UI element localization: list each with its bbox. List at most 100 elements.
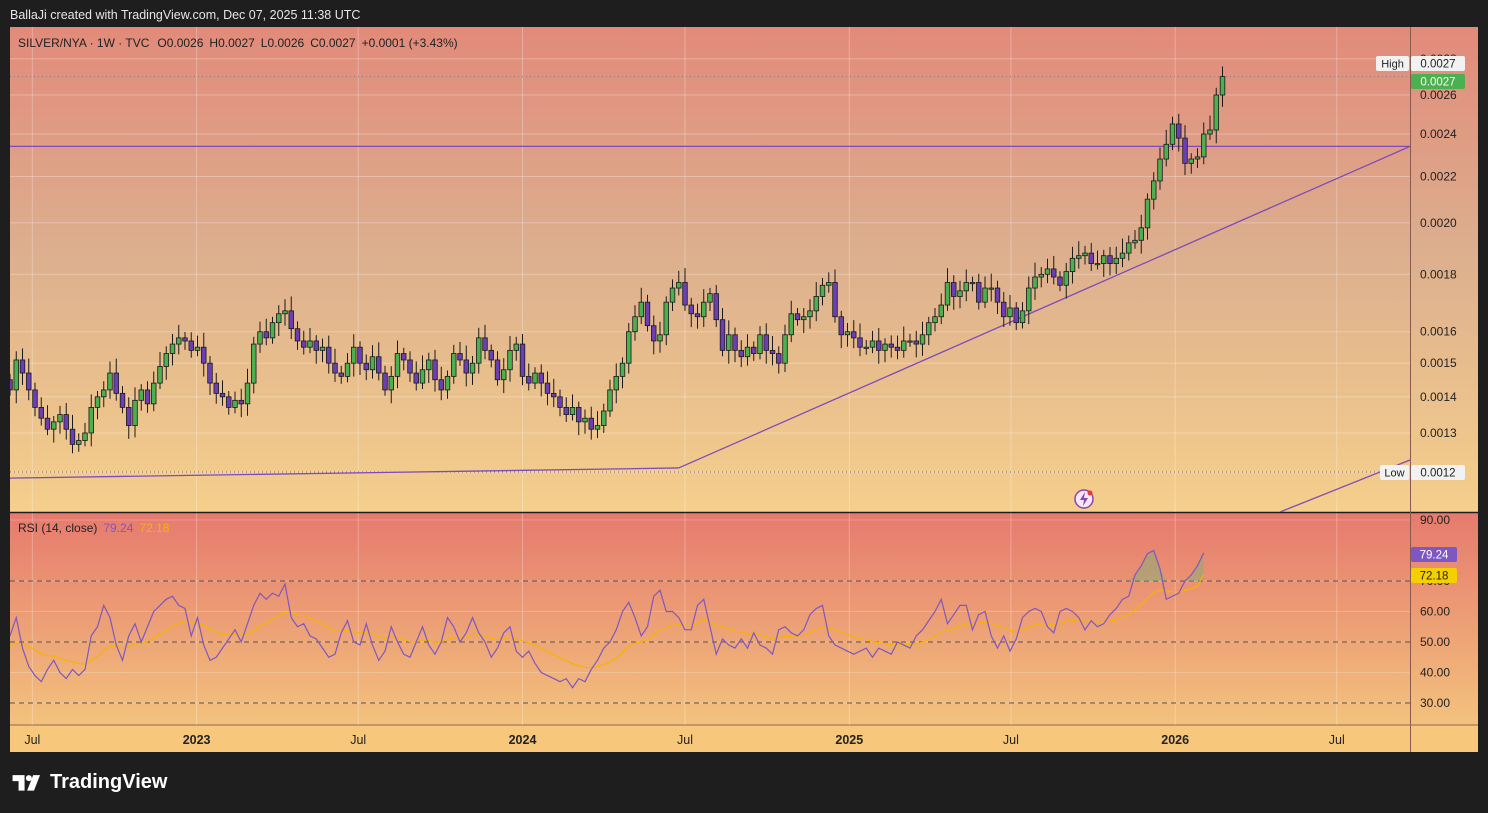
- candle-body: [557, 396, 563, 408]
- candle-body: [1144, 198, 1151, 229]
- candle: [113, 358, 119, 401]
- candle-body: [719, 319, 726, 351]
- candle-body: [413, 372, 419, 384]
- candle: [844, 323, 851, 347]
- time-axis[interactable]: Jul 2023 Jul 2024 Jul 2025 Jul 2026 Jul: [24, 733, 1344, 747]
- candle-body: [751, 346, 757, 354]
- candle-body: [1213, 94, 1219, 131]
- candle-body: [538, 372, 544, 384]
- candle-body: [494, 359, 501, 381]
- candle: [726, 320, 732, 364]
- candle: [863, 339, 869, 355]
- candle: [838, 310, 844, 349]
- candle-body: [744, 346, 751, 358]
- price-tick-label: 0.0026: [1420, 88, 1457, 102]
- candle: [1038, 267, 1044, 288]
- candle: [588, 406, 594, 440]
- trendlines[interactable]: [10, 145, 1410, 512]
- candle-body: [569, 406, 576, 415]
- candle-body: [1001, 301, 1007, 318]
- candle: [132, 387, 138, 438]
- candle-body: [19, 359, 26, 374]
- svg-text:72.18: 72.18: [1420, 571, 1449, 583]
- rsi-lines[interactable]: [10, 549, 1205, 689]
- candles[interactable]: [8, 66, 1226, 454]
- candle: [544, 371, 551, 406]
- candle-body: [194, 346, 201, 351]
- candle-body: [138, 389, 144, 401]
- candle: [669, 279, 676, 312]
- rsi-ma-tag: 72.18: [1411, 568, 1457, 583]
- candle-body: [901, 340, 907, 351]
- candle: [169, 333, 176, 366]
- candle: [394, 340, 401, 389]
- candle: [738, 340, 744, 368]
- candle: [88, 394, 94, 447]
- candle: [982, 276, 988, 309]
- candle: [451, 344, 457, 384]
- candle: [507, 335, 513, 382]
- candle-body: [826, 282, 832, 286]
- candle-body: [338, 372, 344, 377]
- candle-body: [401, 353, 407, 361]
- time-tick-label: Jul: [24, 733, 40, 747]
- candle: [794, 307, 801, 326]
- candle: [107, 361, 113, 399]
- candle-body: [794, 313, 801, 321]
- candle: [63, 403, 69, 440]
- candle-body: [1088, 252, 1094, 264]
- candle-body: [332, 362, 338, 374]
- brand[interactable]: TradingView: [12, 770, 167, 794]
- candle-body: [632, 316, 638, 333]
- candle-body: [669, 287, 676, 303]
- candle-body: [1201, 133, 1207, 158]
- candle: [257, 321, 263, 353]
- candle-body: [488, 349, 494, 361]
- candle: [319, 338, 326, 363]
- candle: [182, 332, 188, 350]
- candle: [69, 414, 76, 454]
- candle-body: [701, 301, 707, 318]
- candle-body: [357, 346, 363, 364]
- candle: [538, 364, 544, 397]
- candle: [382, 365, 388, 396]
- candle: [444, 370, 451, 399]
- candle: [601, 403, 607, 433]
- candle-body: [151, 382, 157, 405]
- candle-body: [132, 399, 138, 426]
- candle: [1101, 249, 1107, 277]
- candle: [432, 349, 438, 392]
- price-tick-label: 0.0024: [1420, 127, 1457, 141]
- candle: [26, 358, 32, 401]
- candle-body: [594, 425, 601, 430]
- candle-body: [1176, 123, 1182, 139]
- candle-body: [288, 310, 294, 330]
- candle-body: [657, 334, 663, 342]
- candle: [1044, 258, 1051, 284]
- candle: [1119, 238, 1126, 268]
- candle-body: [682, 282, 688, 306]
- price-tick-label: 0.0016: [1420, 325, 1457, 339]
- candle-body: [1113, 257, 1119, 264]
- candle-body: [269, 322, 276, 339]
- candle-body: [907, 340, 913, 343]
- candle: [463, 345, 469, 387]
- chart-caption: BallaJi created with TradingView.com, De…: [10, 8, 361, 22]
- candle: [482, 324, 488, 360]
- time-tick-label: 2023: [183, 733, 211, 747]
- candle: [188, 332, 194, 358]
- candle: [282, 299, 288, 326]
- last-price-tag: 0.0027: [1411, 74, 1465, 89]
- candle: [344, 353, 351, 383]
- candle: [294, 321, 301, 350]
- candle-body: [607, 389, 613, 412]
- candle: [526, 363, 532, 391]
- candle-body: [888, 343, 894, 348]
- candle-body: [1063, 271, 1069, 286]
- candle: [38, 397, 44, 426]
- candle: [1213, 87, 1219, 144]
- lightning-icon[interactable]: [1074, 489, 1094, 509]
- candle-body: [276, 313, 282, 324]
- time-tick-label: Jul: [350, 733, 366, 747]
